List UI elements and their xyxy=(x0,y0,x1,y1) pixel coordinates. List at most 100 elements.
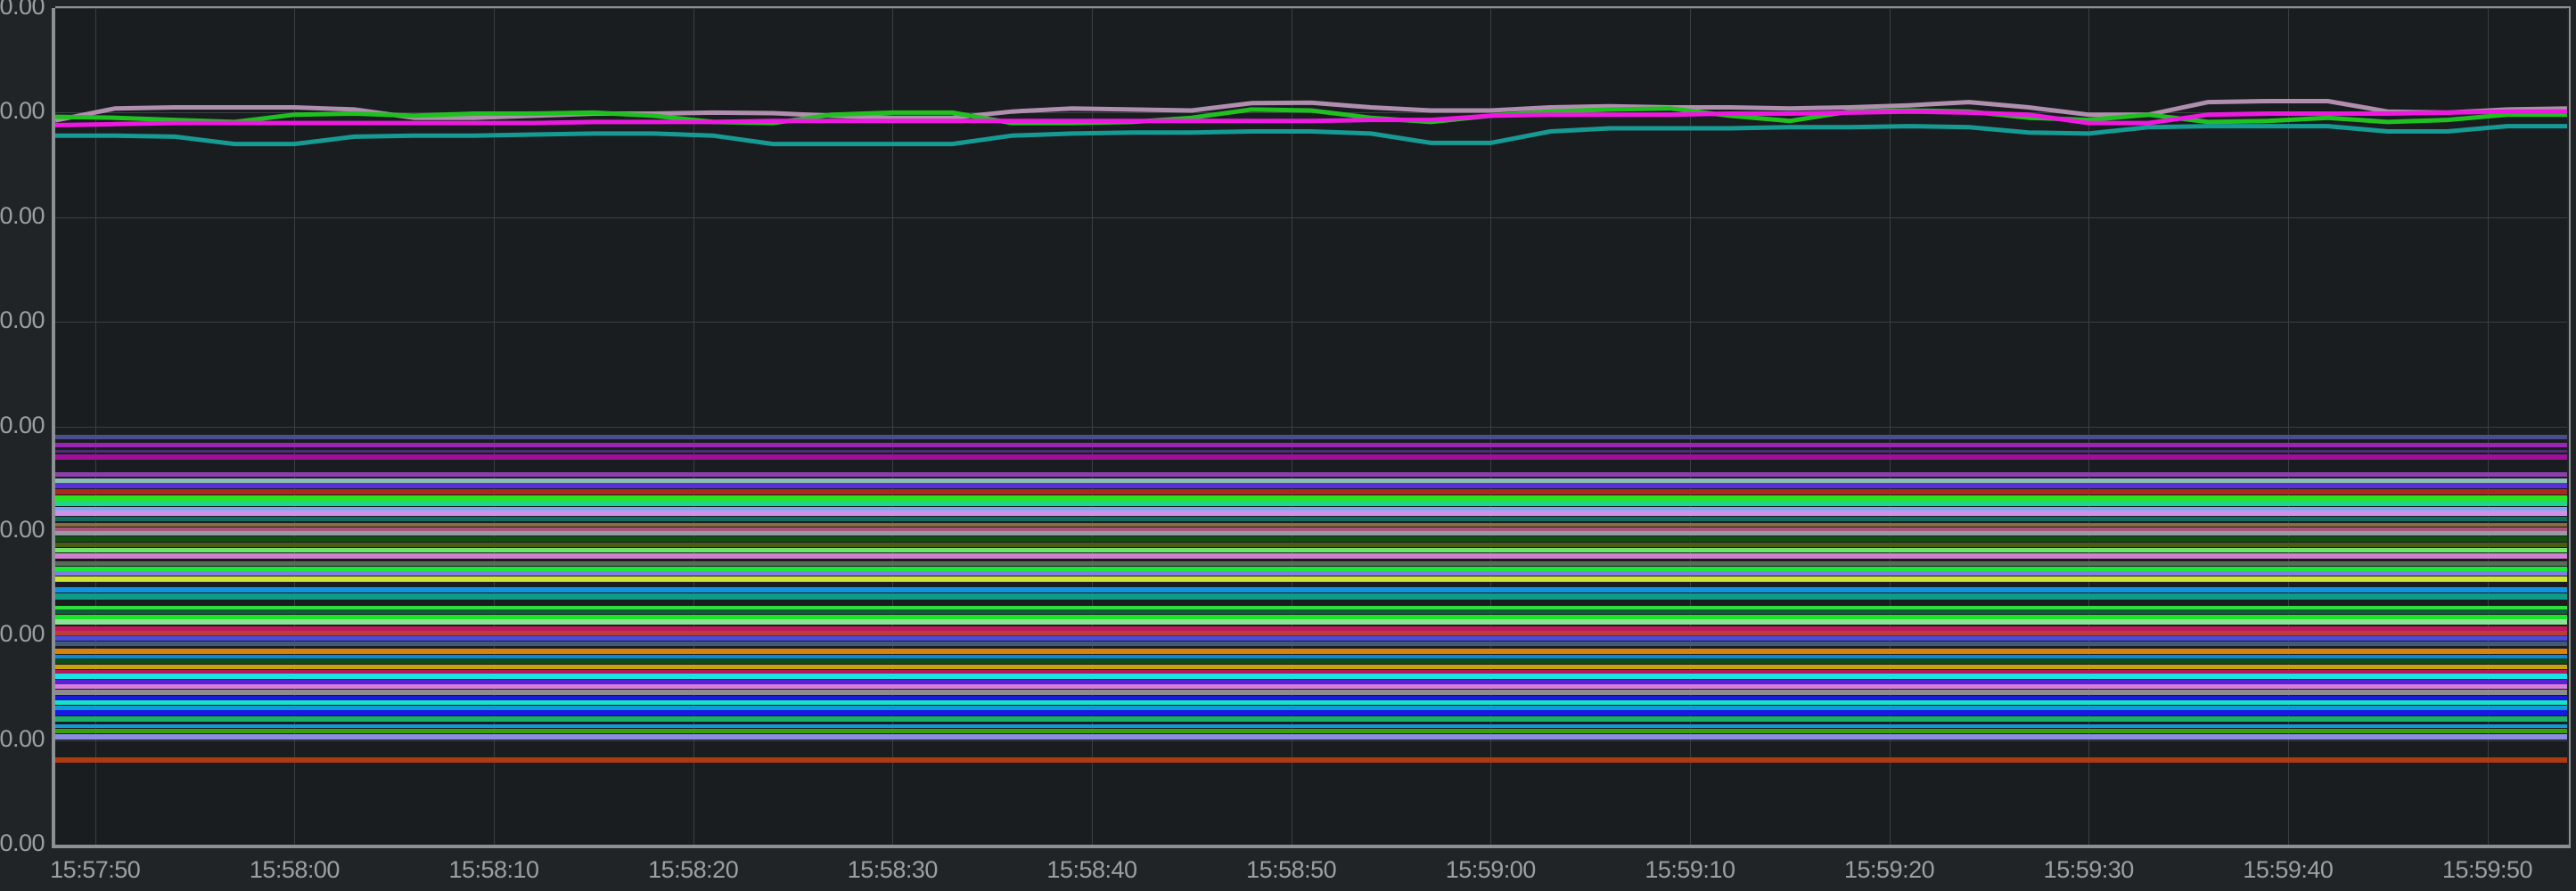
flat-07 xyxy=(55,483,2567,489)
flat-41 xyxy=(55,679,2567,684)
flat-49 xyxy=(55,724,2567,729)
gridline-x xyxy=(2488,8,2489,845)
y-tick-label: 60.00 xyxy=(0,515,45,543)
flat-01 xyxy=(55,435,2567,440)
flat-38 xyxy=(55,664,2567,669)
flat-45 xyxy=(55,700,2567,706)
x-tick-label: 15:59:40 xyxy=(2243,856,2334,883)
x-tick-label: 15:58:10 xyxy=(448,856,539,883)
y-tick-label: 140.00 xyxy=(0,97,45,125)
flat-43 xyxy=(55,689,2567,695)
flat-47 xyxy=(55,709,2567,715)
series-teal xyxy=(55,124,2567,147)
x-tick-label: 15:58:00 xyxy=(249,856,340,883)
gridline-y xyxy=(55,217,2567,218)
flat-34 xyxy=(55,642,2567,647)
wavy-series-lines xyxy=(55,99,2567,147)
flat-27 xyxy=(55,605,2567,609)
x-tick-label: 15:59:30 xyxy=(2043,856,2135,883)
flat-11 xyxy=(55,507,2567,511)
flat-40 xyxy=(55,674,2567,680)
flat-06 xyxy=(55,478,2567,484)
flat-28 xyxy=(55,609,2567,615)
flat-09 xyxy=(55,495,2567,501)
flat-15 xyxy=(55,527,2567,532)
gridline-y xyxy=(55,8,2567,9)
x-tick-label: 15:58:50 xyxy=(1246,856,1337,883)
flat-23 xyxy=(55,571,2567,576)
flat-46 xyxy=(55,705,2567,710)
flat-35 xyxy=(55,648,2567,654)
y-tick-label: 100.00 xyxy=(0,307,45,334)
gridline-y xyxy=(55,427,2567,428)
flat-02 xyxy=(55,443,2567,448)
flat-20 xyxy=(55,553,2567,560)
flat-04 xyxy=(55,454,2567,461)
gridline-x xyxy=(1490,8,1491,845)
x-tick-label: 15:58:30 xyxy=(847,856,939,883)
gridline-x xyxy=(294,8,295,845)
flat-29 xyxy=(55,615,2567,620)
flat-50 xyxy=(55,728,2567,733)
y-axis-spine xyxy=(52,8,55,848)
flat-31 xyxy=(55,625,2567,631)
flat-39 xyxy=(55,670,2567,674)
flat-19 xyxy=(55,548,2567,553)
plot-top-border xyxy=(55,6,2571,8)
x-axis-spine xyxy=(52,845,2571,848)
flat-25 xyxy=(55,586,2567,593)
x-tick-label: 15:59:50 xyxy=(2441,856,2533,883)
plot-right-border xyxy=(2569,8,2571,845)
gridline-x xyxy=(1690,8,1691,845)
gridline-x xyxy=(1092,8,1093,845)
flat-13 xyxy=(55,517,2567,522)
flat-08 xyxy=(55,489,2567,495)
flat-16 xyxy=(55,531,2567,536)
x-tick-label: 15:59:20 xyxy=(1844,856,1935,883)
gridline-x xyxy=(892,8,893,845)
gridline-x xyxy=(2088,8,2089,845)
flat-05 xyxy=(55,471,2567,477)
y-tick-label: 160.00 xyxy=(0,0,45,20)
x-tick-label: 15:58:40 xyxy=(1046,856,1137,883)
flat-44 xyxy=(55,696,2567,701)
y-tick-label: 20.00 xyxy=(0,724,45,752)
flat-30 xyxy=(55,618,2567,625)
flat-10 xyxy=(55,501,2567,507)
flat-12 xyxy=(55,510,2567,516)
series-magenta xyxy=(55,109,2567,127)
flat-52 xyxy=(55,756,2567,763)
gridline-x xyxy=(95,8,96,845)
y-tick-label: 80.00 xyxy=(0,411,45,438)
flat-18 xyxy=(55,543,2567,548)
flat-33 xyxy=(55,636,2567,642)
y-tick-label: 120.00 xyxy=(0,201,45,229)
gridline-x xyxy=(1890,8,1891,845)
y-tick-label: 0.00 xyxy=(0,830,45,856)
flat-42 xyxy=(55,684,2567,690)
flat-36 xyxy=(55,654,2567,658)
flat-24 xyxy=(55,576,2567,582)
flat-21 xyxy=(55,560,2567,566)
flat-32 xyxy=(55,631,2567,636)
flat-48 xyxy=(55,715,2567,722)
flat-37 xyxy=(55,658,2567,664)
y-tick-label: 40.00 xyxy=(0,620,45,648)
gridline-x xyxy=(2288,8,2289,845)
gridline-y xyxy=(55,322,2567,323)
flat-14 xyxy=(55,522,2567,527)
gridline-x xyxy=(494,8,495,845)
gridline-y xyxy=(55,635,2567,636)
plot-area[interactable] xyxy=(55,8,2567,845)
x-tick-label: 15:59:10 xyxy=(1645,856,1735,883)
x-tick-label: 15:58:20 xyxy=(648,856,739,883)
gridline-x xyxy=(693,8,694,845)
flat-26 xyxy=(55,593,2567,601)
x-tick-label: 15:57:50 xyxy=(50,856,141,883)
flat-03 xyxy=(55,450,2567,454)
series-green xyxy=(55,106,2567,126)
flat-22 xyxy=(55,566,2567,571)
gridline-y xyxy=(55,740,2567,741)
flat-17 xyxy=(55,536,2567,543)
